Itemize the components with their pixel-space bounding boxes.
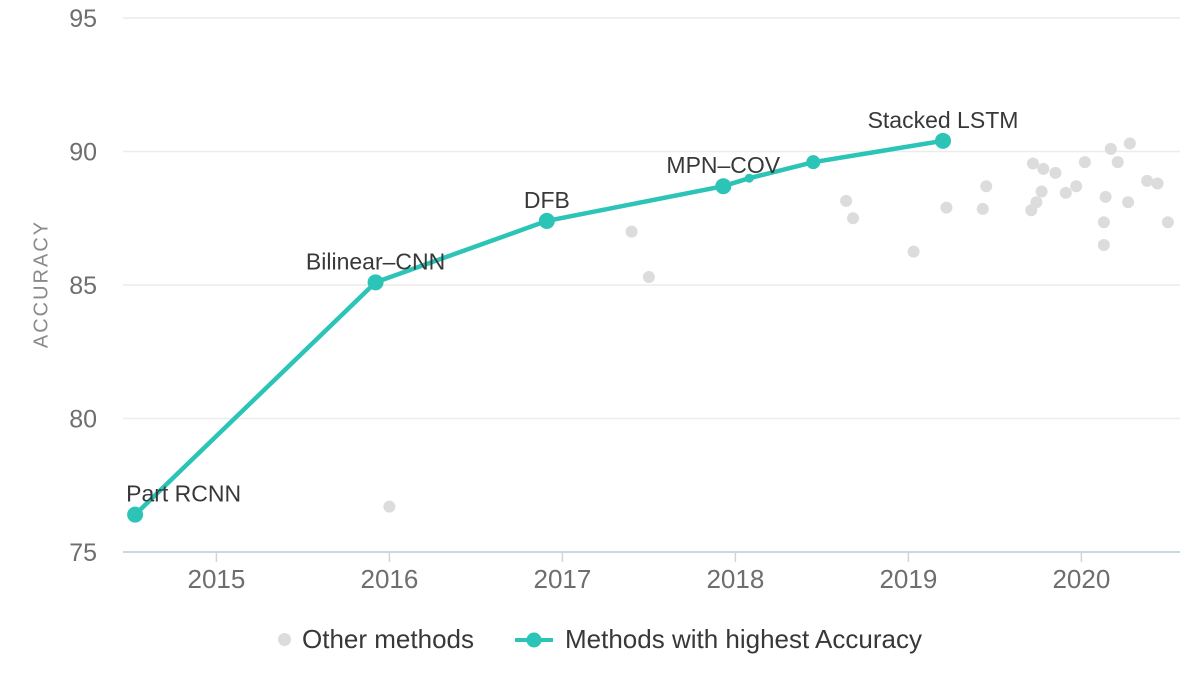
other-method-point[interactable] [840,194,853,207]
other-method-point[interactable] [976,202,989,215]
point-label: MPN–COV [666,152,780,178]
x-tick-label: 2020 [1052,564,1110,594]
other-method-point[interactable] [1059,186,1072,199]
other-method-point[interactable] [383,500,396,513]
other-method-point[interactable] [1099,190,1112,203]
x-tick-label: 2019 [879,564,937,594]
x-tick-label: 2017 [533,564,591,594]
other-method-point[interactable] [1037,162,1050,175]
point-label: Stacked LSTM [868,107,1019,133]
other-method-point[interactable] [1097,238,1110,251]
other-method-point[interactable] [907,245,920,258]
chart-legend: Other methods Methods with highest Accur… [0,624,1200,655]
other-method-point[interactable] [980,180,993,193]
point-label: Bilinear–CNN [306,248,445,274]
other-method-point[interactable] [642,270,655,283]
other-method-point[interactable] [1111,156,1124,169]
y-tick-label: 80 [69,406,97,434]
chart-plot-area: 75 80 85 90 95 2015 2016 2017 2018 2019 2020 Part R… [69,5,1180,594]
best-method-point[interactable] [538,212,555,229]
point-label: DFB [524,187,570,213]
y-tick-label: 95 [69,5,97,33]
other-method-point[interactable] [1070,180,1083,193]
point-label: Part RCNN [126,481,241,507]
best-method-point[interactable] [127,506,144,523]
legend-label: Methods with highest Accuracy [565,624,922,654]
best-method-point[interactable] [367,274,384,291]
other-method-point[interactable] [1161,216,1174,229]
y-axis-title: ACCURACY [30,219,53,349]
x-tick-label: 2016 [360,564,418,594]
best-method-point[interactable] [806,155,821,170]
legend-item-highest-accuracy[interactable]: Methods with highest Accuracy [514,624,922,655]
y-tick-label: 85 [69,272,97,300]
other-method-point[interactable] [1078,156,1091,169]
other-method-point[interactable] [1122,196,1135,209]
other-method-point[interactable] [1035,185,1048,198]
other-method-point[interactable] [1151,177,1164,190]
best-method-point[interactable] [715,178,732,195]
other-method-point[interactable] [1123,137,1136,150]
best-method-point[interactable] [744,173,754,183]
x-tick-label: 2015 [187,564,245,594]
other-method-point[interactable] [1097,216,1110,229]
gray-dot-icon [278,633,292,646]
x-tick-label: 2018 [706,564,764,594]
other-method-point[interactable] [940,201,953,214]
other-method-point[interactable] [1141,174,1154,187]
other-method-point[interactable] [847,212,860,225]
y-tick-label: 75 [69,539,97,567]
other-method-point[interactable] [1026,157,1039,170]
legend-item-other-methods[interactable]: Other methods [278,624,474,655]
best-method-point[interactable] [934,132,951,149]
other-method-point[interactable] [1104,142,1117,155]
other-method-point[interactable] [625,225,638,238]
other-method-point[interactable] [1049,166,1062,179]
legend-label: Other methods [302,624,474,654]
other-method-point[interactable] [1030,196,1043,209]
line-dot-icon [515,632,553,647]
y-tick-label: 90 [69,139,97,167]
